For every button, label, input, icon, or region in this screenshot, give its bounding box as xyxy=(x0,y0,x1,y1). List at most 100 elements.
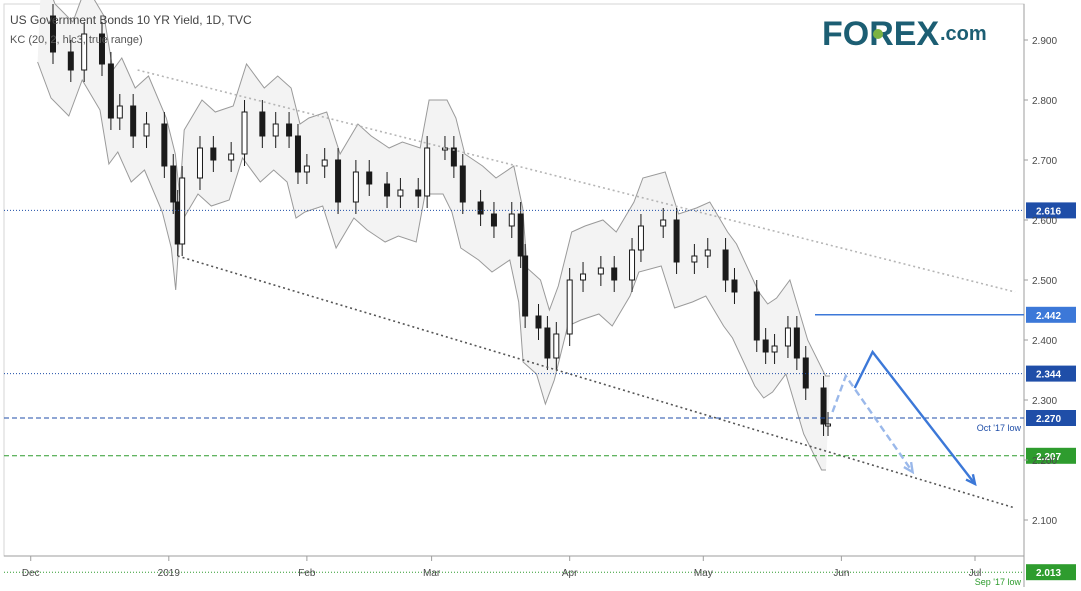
levels-layer: 2.616 2.442 2.344 2.270 Oct '17 low 2.207 2.01… xyxy=(4,69,1076,587)
x-tick-label: May xyxy=(694,568,713,579)
keltner-fill xyxy=(37,0,830,470)
level-badge-label: 2.207 xyxy=(1036,452,1061,463)
candle-body xyxy=(384,183,391,197)
candle-body xyxy=(477,201,484,215)
candle-body xyxy=(450,147,457,167)
candle-body xyxy=(272,123,279,137)
candle-body xyxy=(660,219,667,227)
y-tick-label: 2.500 xyxy=(1032,276,1057,287)
candle-body xyxy=(335,159,342,203)
candle-body xyxy=(241,111,248,155)
candle-body xyxy=(352,171,359,203)
candle-body xyxy=(793,327,800,359)
y-tick-label: 2.900 xyxy=(1032,36,1057,47)
forex-logo: FOREX .com xyxy=(822,15,987,53)
candle-body xyxy=(161,123,168,167)
candle-body xyxy=(196,147,203,179)
candle-body xyxy=(98,33,105,65)
candle-body xyxy=(321,159,328,167)
candle-body xyxy=(553,333,560,359)
keltner-lower-band xyxy=(37,61,826,471)
candle-body xyxy=(441,147,448,151)
candle-body xyxy=(67,51,74,71)
level-note: Sep '17 low xyxy=(975,577,1022,587)
candle-body xyxy=(722,249,729,281)
candle-body xyxy=(753,291,760,341)
level-note: Oct '17 low xyxy=(977,423,1022,433)
candle-body xyxy=(366,171,373,185)
level-badge-label: 2.442 xyxy=(1036,311,1061,322)
candle-body xyxy=(704,249,711,257)
candle-body xyxy=(784,327,791,347)
level-badge xyxy=(1026,410,1076,426)
y-tick-label: 2.300 xyxy=(1032,396,1057,407)
candle-body xyxy=(820,387,827,425)
x-tick-label: Mar xyxy=(423,568,441,579)
level-badge-label: 2.270 xyxy=(1036,414,1061,425)
projection-solid-arrow-arrowhead xyxy=(965,473,977,487)
candle-body xyxy=(130,105,137,137)
resistance-trendline xyxy=(137,69,1016,293)
y-tick-label: 2.600 xyxy=(1032,216,1057,227)
y-tick-label: 2.100 xyxy=(1032,516,1057,527)
candle-body xyxy=(81,33,88,71)
candle-body xyxy=(179,177,186,245)
candle-body xyxy=(522,255,529,317)
candle-body xyxy=(415,189,422,197)
candle-body xyxy=(49,15,56,53)
candle-body xyxy=(566,279,573,335)
candle-body xyxy=(771,345,778,353)
candle-body xyxy=(210,147,217,161)
y-tick-label: 2.200 xyxy=(1032,456,1057,467)
candle-body xyxy=(303,165,310,173)
candle-body xyxy=(544,327,551,359)
level-badge-label: 2.013 xyxy=(1036,568,1061,579)
level-badge-label: 2.344 xyxy=(1036,370,1061,381)
candle-body xyxy=(490,213,497,227)
projection-layer xyxy=(831,349,977,487)
y-tick-label: 2.700 xyxy=(1032,156,1057,167)
candle-body xyxy=(611,267,618,281)
projection-dashed-arrow xyxy=(831,373,914,473)
candle-body xyxy=(424,147,431,197)
y-tick-label: 2.800 xyxy=(1032,96,1057,107)
candle-body xyxy=(629,249,636,281)
level-badge xyxy=(1026,306,1076,323)
chart-title: US Government Bonds 10 YR Yield, 1D, TVC xyxy=(10,13,252,27)
candle-body xyxy=(637,225,644,251)
projection-dashed-arrow-arrowhead xyxy=(903,461,915,475)
projection-solid-arrow xyxy=(853,349,976,485)
level-badge xyxy=(1026,447,1076,464)
x-tick-label: 2019 xyxy=(158,568,181,579)
level-badge xyxy=(1026,202,1076,219)
candle-body xyxy=(580,273,587,281)
candle-body xyxy=(673,219,680,263)
candle-body xyxy=(691,255,698,263)
candle-body xyxy=(508,213,515,227)
candle-body xyxy=(170,165,177,203)
candle-body xyxy=(143,123,150,137)
level-badge xyxy=(1026,564,1076,581)
x-tick-label: Jul xyxy=(969,568,982,579)
level-badge xyxy=(1026,365,1076,382)
x-tick-label: Apr xyxy=(562,568,578,579)
candle-body xyxy=(116,105,123,119)
candle-body xyxy=(825,423,832,427)
candle-body xyxy=(762,339,769,353)
candle-body xyxy=(286,123,293,137)
candle-body xyxy=(535,315,542,329)
logo-accent-icon xyxy=(873,29,883,39)
candle-body xyxy=(802,357,809,389)
keltner-upper-band xyxy=(52,0,830,377)
candle-body xyxy=(107,63,114,119)
candle-body xyxy=(228,153,235,161)
indicator-label: KC (20, 2, hlc3, true range) xyxy=(10,34,143,46)
x-tick-label: Dec xyxy=(22,568,40,579)
candle-body xyxy=(731,279,738,293)
x-tick-label: Feb xyxy=(298,568,316,579)
x-axis-layer: Dec 2019 Feb Mar Apr May Jun Jul xyxy=(22,556,982,579)
candle-body xyxy=(517,213,524,257)
candle-body xyxy=(397,189,404,197)
x-tick-label: Jun xyxy=(833,568,849,579)
